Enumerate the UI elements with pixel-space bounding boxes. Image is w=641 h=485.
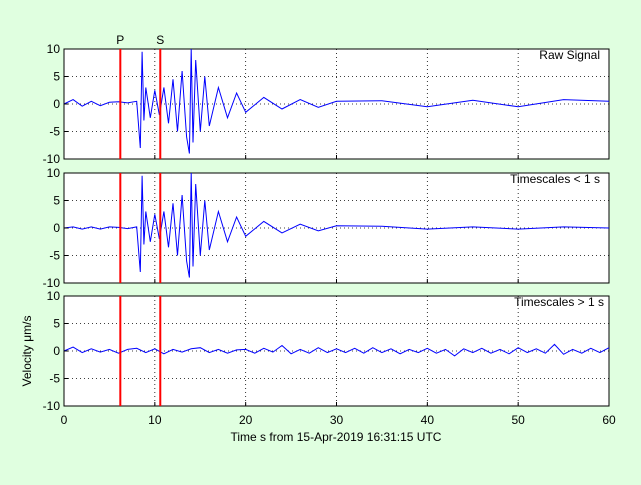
y-tick-label: -10 [43,399,61,413]
phase-markers [119,49,162,159]
x-tick-label: 40 [421,413,435,427]
x-tick-label: 60 [602,413,616,427]
panel-short: 10 5 0 -5 -10 Timescales < 1 s [43,166,610,290]
signal-line [63,48,610,154]
y-tick-label: -5 [49,125,60,139]
y-tick-label: 10 [47,166,61,180]
grid [63,49,610,159]
panel-title: Timescales > 1 s [514,295,604,309]
signal-trace [63,48,610,154]
y-tick-label: -5 [49,249,60,263]
panel-long: 10 5 0 -5 -10 Timescales > 1 s [43,289,610,413]
y-tick-label: 5 [53,317,60,331]
signal-trace [63,172,610,278]
phase-markers [119,296,162,406]
y-axis-label: Velocity μm/s [20,316,34,387]
signal-line [63,172,610,278]
y-tick-label: 10 [47,42,61,56]
panel-raw: 10 5 0 -5 -10 Raw Signal [43,42,610,166]
x-tick-label: 0 [61,413,68,427]
grid [63,173,610,283]
x-tick-label: 10 [148,413,162,427]
y-ticks: 10 5 0 -5 -10 [43,42,68,166]
panel-title: Raw Signal [539,48,600,62]
x-ticks: 0 10 20 30 40 50 60 [61,413,616,427]
y-tick-label: 0 [53,97,60,111]
signal-trace [63,343,610,357]
y-tick-label: -5 [49,372,60,386]
x-axis-label: Time s from 15-Apr-2019 16:31:15 UTC [231,430,442,444]
marker-p-label: P [116,33,124,47]
x-tick-label: 50 [511,413,525,427]
phase-markers [119,173,162,283]
x-tick-label: 30 [330,413,344,427]
y-tick-label: -10 [43,152,61,166]
x-tick-label: 20 [239,413,253,427]
y-tick-label: 5 [53,194,60,208]
grid [63,296,610,406]
y-tick-label: 0 [53,344,60,358]
marker-s-label: S [156,33,164,47]
y-tick-label: 5 [53,70,60,84]
y-tick-label: 10 [47,289,61,303]
y-tick-label: -10 [43,276,61,290]
y-tick-label: 0 [53,221,60,235]
signal-line [63,343,610,357]
y-ticks: 10 5 0 -5 -10 [43,289,68,413]
panel-title: Timescales < 1 s [510,172,600,186]
y-ticks: 10 5 0 -5 -10 [43,166,68,290]
